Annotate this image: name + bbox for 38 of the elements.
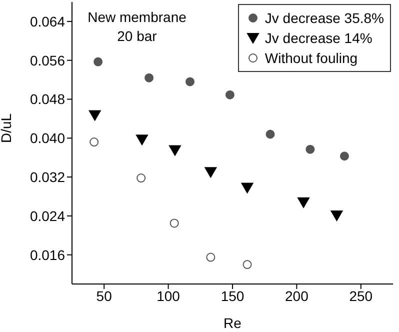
y-tick-label: 0.024 (30, 208, 66, 224)
point (136, 134, 148, 146)
y-tick-label: 0.032 (30, 169, 66, 186)
x-tick-label: 100 (156, 288, 180, 304)
point (144, 73, 154, 82)
x-tick-label: 250 (349, 288, 373, 304)
y-axis-title: D/uL (0, 113, 14, 143)
y-tick-label: 0.016 (30, 246, 66, 263)
point (88, 110, 101, 121)
point (94, 57, 103, 66)
y-tick-label: 0.048 (30, 91, 66, 108)
point (170, 218, 179, 228)
point (241, 182, 254, 194)
point (168, 145, 181, 156)
y-tick-label: 0.040 (30, 130, 66, 146)
legend-label: Jv decrease 14% (264, 30, 372, 46)
point (90, 138, 99, 147)
annotation: New membrane (86, 8, 188, 27)
legend-label: Without fouling (264, 50, 358, 66)
x-axis-title: Re (224, 315, 242, 331)
point (298, 197, 310, 208)
point (306, 144, 315, 154)
annotation: 20 bar (116, 27, 158, 46)
point (225, 90, 234, 100)
point (242, 260, 252, 270)
point (136, 174, 146, 183)
x-tick-label: 200 (285, 288, 309, 304)
y-tick-label: 0.056 (30, 52, 66, 68)
point (206, 252, 216, 262)
legend-label: Jv decrease 35.8% (264, 10, 384, 26)
point (186, 77, 194, 86)
x-tick-label: 150 (220, 288, 244, 304)
point (204, 167, 217, 178)
point (266, 130, 275, 139)
point (330, 210, 343, 221)
x-tick-label: 50 (96, 288, 112, 304)
y-tick-label: 0.064 (30, 13, 66, 30)
point (340, 152, 349, 161)
